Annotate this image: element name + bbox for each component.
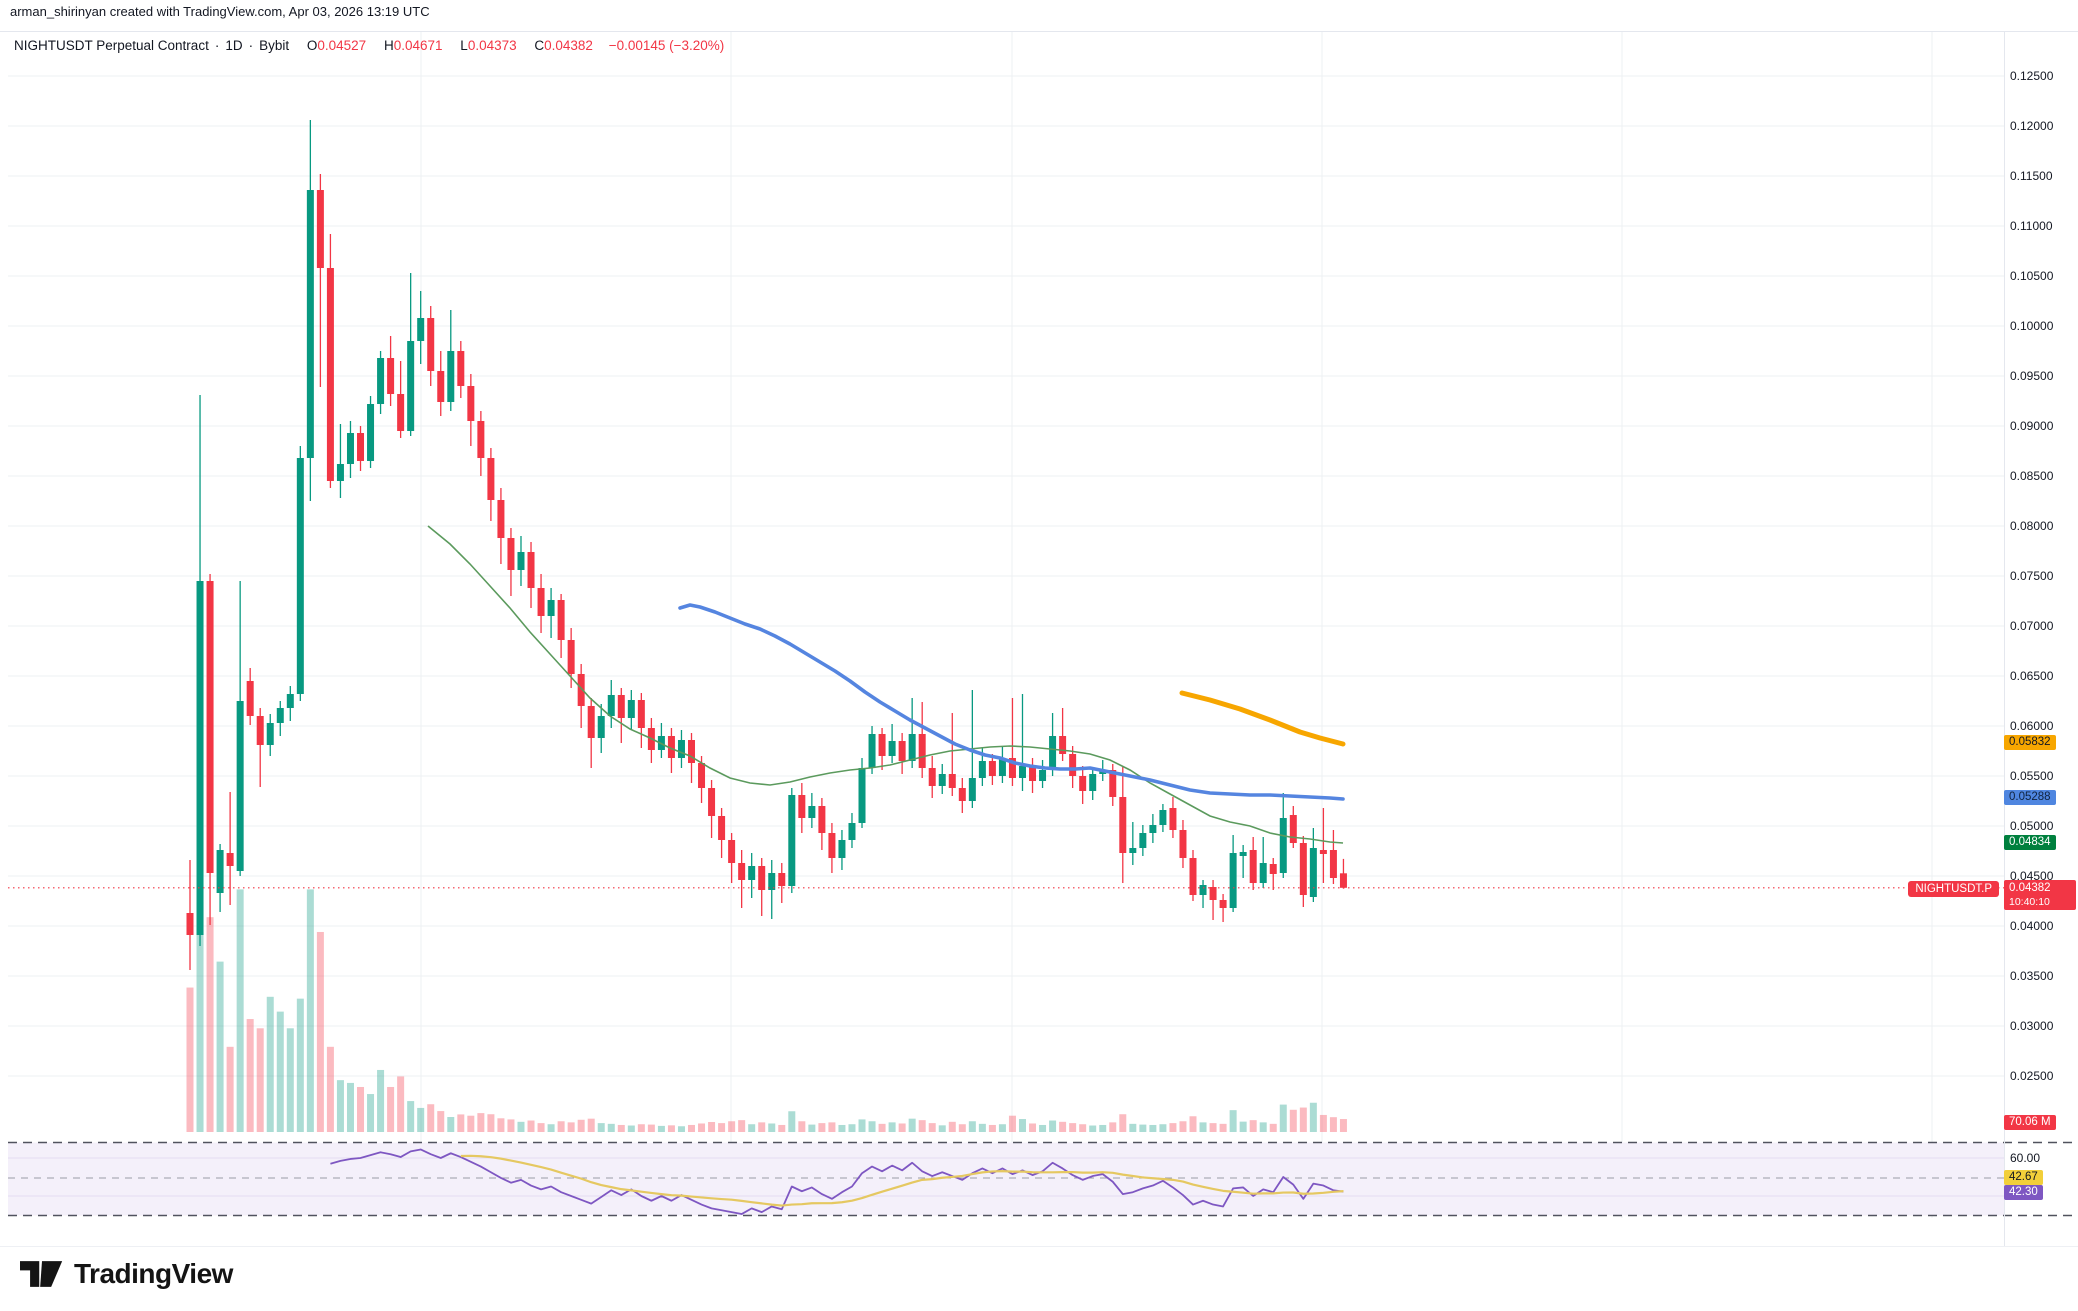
header-divider (0, 31, 2078, 32)
tradingview-logo-text: TradingView (74, 1258, 233, 1289)
trendline-price-badge: 0.05832 (2004, 735, 2056, 751)
price-tick-label: 0.07000 (2010, 619, 2054, 633)
last-price-value: 0.04382 (2009, 881, 2051, 894)
rsi-line (330, 1148, 1344, 1215)
exchange-label: Bybit (259, 38, 290, 53)
gridlines (8, 32, 2004, 1218)
price-tick-label: 0.06000 (2010, 719, 2054, 733)
chart-bottom-border (0, 1246, 2078, 1247)
rsi-ma-line (460, 1154, 1344, 1207)
orange-trendline (1179, 690, 1346, 747)
volume-bars (186, 889, 1347, 1132)
interval-label: 1D (225, 38, 243, 53)
bar-countdown: 10:40:10 (2009, 895, 2050, 908)
last-price-badge: 0.04382 10:40:10 (2004, 879, 2076, 910)
open-value: 0.04527 (317, 38, 367, 53)
close-value: 0.04382 (544, 38, 593, 53)
low-value: 0.04373 (467, 38, 517, 53)
price-tick-label: 0.06500 (2010, 669, 2054, 683)
moving-averages (8, 525, 2004, 889)
price-tick-label: 0.03000 (2010, 1019, 2054, 1033)
price-axis[interactable] (2004, 31, 2078, 1246)
ma-fast-price-badge: 0.04834 (2004, 835, 2056, 851)
last-price-symbol-tag: NIGHTUSDT.P (1908, 881, 1999, 897)
rsi-ma-badge: 42.67 (2004, 1169, 2043, 1185)
time-axis[interactable]: 2026FebMarAprMayJun (0, 1219, 2078, 1246)
tradingview-logo[interactable]: TradingView (20, 1258, 233, 1290)
symbol-legend[interactable]: NIGHTUSDT Perpetual Contract · 1D · Bybit O0… (14, 38, 724, 53)
open-label: O (306, 38, 318, 53)
ma-fast-line (427, 525, 1344, 844)
price-tick-label: 0.08000 (2010, 519, 2054, 533)
rsi-level-label: 60.00 (2010, 1151, 2041, 1165)
price-tick-label: 0.05500 (2010, 769, 2054, 783)
price-tick-label: 0.12500 (2010, 69, 2054, 83)
ma-slow-price-badge: 0.05288 (2004, 789, 2056, 805)
price-tick-label: 0.11000 (2010, 219, 2053, 233)
price-tick-label: 0.09500 (2010, 369, 2054, 383)
price-tick-label: 0.04000 (2010, 919, 2054, 933)
ma-slow-line (678, 603, 1345, 801)
price-tick-label: 0.09000 (2010, 419, 2054, 433)
tradingview-logo-icon (20, 1261, 63, 1287)
symbol-name: NIGHTUSDT Perpetual Contract (14, 38, 209, 53)
rsi-pane-background (8, 1142, 2004, 1216)
low-label: L (460, 38, 468, 53)
price-tick-label: 0.12000 (2010, 119, 2054, 133)
attribution-text: arman_shirinyan created with TradingView… (10, 4, 430, 19)
price-tick-label: 0.11500 (2010, 169, 2053, 183)
rsi-pane (8, 1141, 2078, 1217)
high-value: 0.04671 (393, 38, 443, 53)
price-tick-label: 0.07500 (2010, 569, 2054, 583)
price-tick-label: 0.10500 (2010, 269, 2054, 283)
price-axis-divider (2004, 31, 2005, 1246)
legend-separator: · (214, 38, 220, 53)
axis-labels: 0.12500 0.12000 0.11500 0.11000 0.10500 0.100… (2010, 69, 2054, 1083)
price-tick-label: 0.02500 (2010, 1069, 2054, 1083)
price-tick-label: 0.08500 (2010, 469, 2054, 483)
price-tick-label: 0.05000 (2010, 819, 2054, 833)
change-value: −0.00145 (−3.20%) (608, 38, 725, 53)
close-label: C (534, 38, 545, 53)
price-tick-label: 0.10000 (2010, 319, 2054, 333)
volume-badge: 70.06 M (2004, 1115, 2056, 1130)
candles (186, 120, 1347, 970)
rsi-badge: 42.30 (2004, 1184, 2043, 1200)
legend-separator-2: · (248, 38, 254, 53)
price-tick-label: 0.03500 (2010, 969, 2054, 983)
price-tick-label: 0.04500 (2010, 869, 2054, 883)
high-label: H (383, 38, 394, 53)
